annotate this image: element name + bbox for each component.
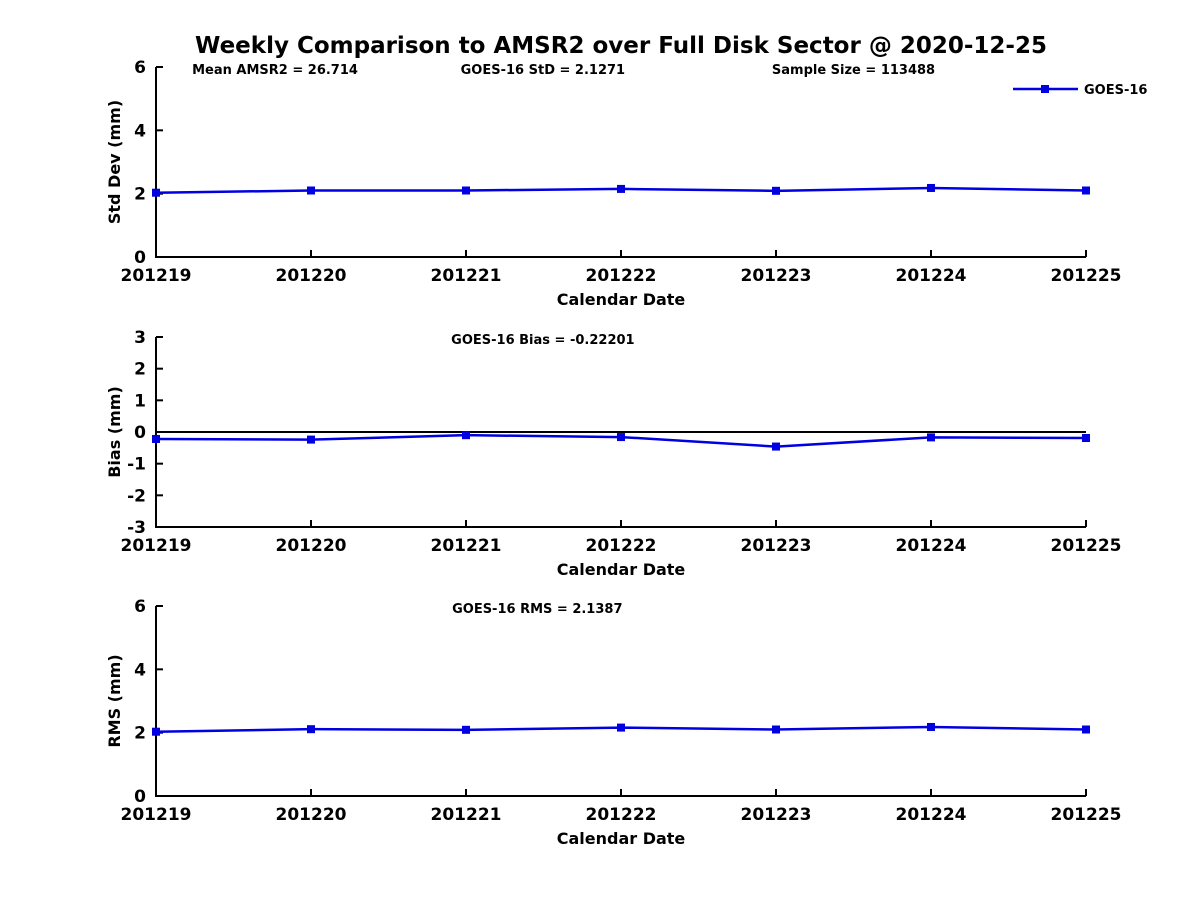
legend-marker (1041, 85, 1049, 93)
x-tick-label: 201223 (741, 266, 812, 286)
y-tick-label: 0 (134, 423, 146, 443)
annotation-text: Mean AMSR2 = 26.714 (192, 63, 358, 78)
y-tick-label: -2 (127, 486, 146, 506)
x-tick-label: 201224 (896, 266, 967, 286)
annotation-text: GOES-16 StD = 2.1271 (461, 63, 625, 78)
x-tick-label: 201223 (741, 805, 812, 825)
x-tick-label: 201224 (896, 536, 967, 556)
data-point-marker (617, 723, 625, 732)
annotation-text: Sample Size = 113488 (772, 63, 935, 78)
y-tick-label: 0 (134, 787, 146, 807)
subplot-std-dev: 0 2 4 6 201219 201220 201221 201222 201223 201224… (105, 58, 1147, 309)
data-point-marker (927, 183, 935, 192)
data-point-marker (617, 433, 625, 442)
x-tick-label: 201220 (276, 805, 347, 825)
y-tick-label: -1 (127, 455, 146, 475)
x-tick-label: 201222 (586, 536, 657, 556)
y-tick-label: 3 (134, 328, 146, 348)
x-axis-title: Calendar Date (557, 560, 686, 579)
legend: GOES-16 (1013, 83, 1147, 98)
y-axis-title: Std Dev (mm) (105, 100, 124, 224)
chart-title: Weekly Comparison to AMSR2 over Full Dis… (195, 33, 1047, 59)
x-tick-label: 201222 (586, 266, 657, 286)
subplot-rms: 0 2 4 6 201219 201220 201221 201222 201223 201224… (105, 597, 1121, 848)
data-point-marker (462, 725, 470, 734)
x-tick-label: 201225 (1051, 536, 1122, 556)
data-point-marker (152, 434, 160, 443)
data-point-marker (1082, 434, 1090, 443)
y-axis-title: RMS (mm) (105, 654, 124, 747)
data-point-marker (927, 433, 935, 442)
y-tick-label: 6 (134, 58, 146, 78)
x-tick-label: 201224 (896, 805, 967, 825)
x-tick-label: 201225 (1051, 266, 1122, 286)
y-tick-label: 2 (134, 360, 146, 380)
x-tick-label: 201219 (121, 536, 192, 556)
x-tick-label: 201219 (121, 805, 192, 825)
y-tick-label: -3 (127, 518, 146, 538)
x-axis-title: Calendar Date (557, 829, 686, 848)
data-point-marker (772, 442, 780, 451)
x-tick-label: 201221 (431, 536, 502, 556)
x-tick-label: 201221 (431, 266, 502, 286)
legend-label: GOES-16 (1084, 83, 1147, 98)
data-point-marker (772, 725, 780, 734)
x-tick-label: 201225 (1051, 805, 1122, 825)
data-point-marker (307, 186, 315, 195)
y-tick-label: 6 (134, 597, 146, 617)
data-point-marker (1082, 725, 1090, 734)
data-point-marker (307, 435, 315, 444)
y-tick-label: 0 (134, 248, 146, 268)
x-tick-label: 201220 (276, 536, 347, 556)
x-tick-label: 201219 (121, 266, 192, 286)
data-point-marker (1082, 186, 1090, 195)
data-point-marker (617, 184, 625, 193)
y-tick-label: 4 (134, 660, 146, 680)
x-tick-label: 201221 (431, 805, 502, 825)
annotation-text: GOES-16 RMS = 2.1387 (452, 602, 622, 617)
y-tick-label: 2 (134, 724, 146, 744)
y-axis-title: Bias (mm) (105, 386, 124, 478)
x-tick-label: 201223 (741, 536, 812, 556)
subplot-bias: -3 -2 -1 0 1 2 3 201219 201220 201221 201222 201223… (105, 328, 1121, 579)
data-point-marker (152, 188, 160, 197)
x-axis-title: Calendar Date (557, 290, 686, 309)
y-tick-label: 2 (134, 185, 146, 205)
y-tick-label: 1 (134, 391, 146, 411)
y-tick-label: 4 (134, 121, 146, 141)
annotation-text: GOES-16 Bias = -0.22201 (451, 333, 634, 348)
x-tick-label: 201222 (586, 805, 657, 825)
data-point-marker (772, 186, 780, 195)
data-point-marker (462, 186, 470, 195)
x-tick-label: 201220 (276, 266, 347, 286)
data-point-marker (462, 431, 470, 440)
data-point-marker (307, 725, 315, 734)
data-point-marker (152, 727, 160, 736)
data-point-marker (927, 722, 935, 731)
